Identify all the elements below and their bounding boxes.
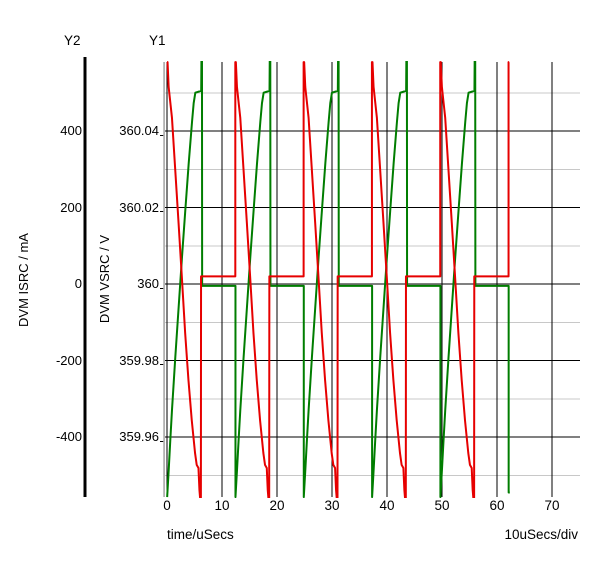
y2-tick-label: 400 [60,123,82,138]
y1-tick-mark [159,211,164,213]
y2-axis-line [83,57,87,497]
x-tick-label: 50 [434,497,450,513]
y1-tick-label: 359.98 [119,352,159,368]
y2-tick-label: 200 [60,199,82,215]
x-tick-label: 60 [489,497,505,513]
y1-axis-line [163,62,165,497]
x-tick-label: 40 [379,497,395,513]
y2-tick-label: -200 [55,352,82,368]
x-tick-label: 0 [163,497,171,513]
y1-tick-label: 359.96 [119,429,159,444]
scale-per-div-label: 10uSecs/div [504,527,578,542]
x-tick-label: 20 [269,497,285,513]
y1-tick-mark [159,134,164,136]
y1-tick-label: 360.04 [119,123,159,138]
y2-tick-label: 0 [74,276,82,291]
major-v-gridlines [166,62,553,497]
x-tick-label: 70 [544,497,560,513]
y2-tick-label: -400 [55,429,82,444]
y1-tick-label: 360.02 [119,199,159,215]
x-axis-title: time/uSecs [167,527,234,542]
x-tick-label: 30 [324,497,340,513]
y2-axis-header: Y2 [64,33,81,48]
x-tick-label: 10 [214,497,230,513]
y1-tick-mark [159,287,164,289]
y1-axis-header: Y1 [149,33,166,48]
trace-dvm-isrc [166,61,510,498]
y1-tick-mark [159,440,164,442]
trace-dvm-vsrc [166,61,510,498]
y1-tick-label: 360 [137,276,159,291]
y1-tick-mark [159,364,164,366]
